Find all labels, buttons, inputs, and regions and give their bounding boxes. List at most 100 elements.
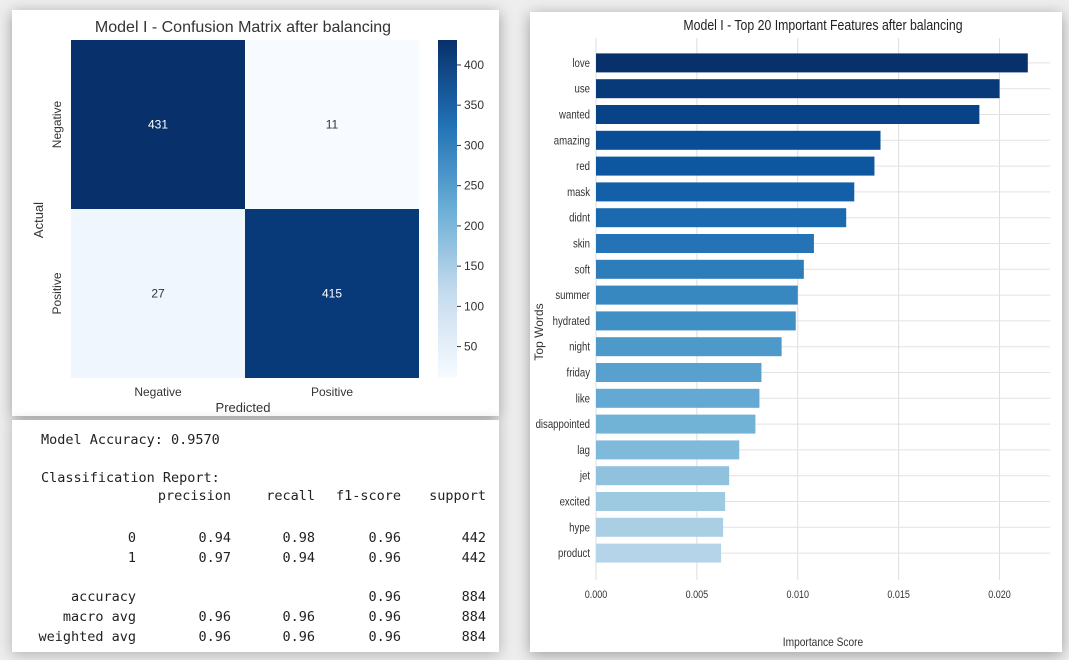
report-column-header: f1-score (336, 488, 401, 504)
report-cell: 0.96 (198, 609, 231, 625)
bar-disappointed (596, 414, 756, 434)
y-tick-label: mask (567, 186, 590, 199)
cm-cell (71, 209, 245, 378)
report-column-header: precision (158, 488, 231, 504)
classification-report: Model Accuracy: 0.9570 Classification Re… (38, 432, 486, 645)
colorbar (438, 40, 457, 378)
y-tick-label: like (576, 392, 590, 405)
colorbar-tick-label: 100 (464, 299, 484, 313)
y-tick-label: product (558, 547, 590, 560)
report-row-label: 0 (128, 530, 136, 546)
report-cell: 0.96 (368, 550, 401, 566)
report-cell: 442 (462, 530, 486, 546)
x-tick-label: 0.015 (887, 589, 910, 601)
cm-cell-value: 27 (151, 287, 165, 301)
x-tick-label: 0.010 (786, 589, 809, 601)
colorbar-tick-label: 250 (464, 179, 484, 193)
y-axis-label: Actual (31, 202, 46, 238)
y-tick-label: Positive (50, 272, 64, 314)
confusion-matrix-panel: Model I - Confusion Matrix after balanci… (12, 10, 499, 416)
x-axis-label: Predicted (216, 400, 271, 415)
y-axis-label: Top Words (532, 303, 546, 360)
y-tick-label: use (575, 83, 590, 96)
report-cell: 0.96 (282, 629, 315, 645)
report-cell: 0.94 (282, 550, 315, 566)
report-cell: 0.94 (198, 530, 231, 546)
report-heading: Classification Report: (41, 470, 220, 486)
confusion-matrix-chart: Model I - Confusion Matrix after balanci… (31, 19, 484, 415)
colorbar-tick-label: 50 (464, 340, 478, 354)
y-tick-label: Negative (50, 101, 64, 149)
report-cell: 442 (462, 550, 486, 566)
colorbar-tick-label: 400 (464, 58, 484, 72)
report-cell: 884 (462, 589, 486, 605)
report-cell: 0.98 (282, 530, 315, 546)
x-tick-label: Positive (311, 385, 353, 399)
model-accuracy-line: Model Accuracy: 0.9570 (41, 432, 220, 448)
report-column-header: recall (266, 488, 315, 504)
report-cell: 0.96 (368, 629, 401, 645)
report-cell: 0.97 (198, 550, 231, 566)
report-cell: 884 (462, 629, 486, 645)
cm-cell-value: 415 (322, 287, 342, 301)
report-cell: 0.96 (368, 530, 401, 546)
y-tick-label: skin (573, 238, 590, 251)
bar-skin (596, 234, 814, 253)
cm-cell (245, 209, 419, 378)
report-row-label: weighted avg (38, 629, 136, 645)
report-cell: 884 (462, 609, 486, 625)
report-row-label: 1 (128, 550, 136, 566)
colorbar-tick-label: 300 (464, 138, 484, 152)
feature-importance-title: Model I - Top 20 Important Features afte… (683, 17, 962, 33)
report-cell: 0.96 (198, 629, 231, 645)
y-tick-label: summer (555, 289, 590, 302)
y-tick-label: disappointed (536, 418, 590, 431)
bar-jet (596, 466, 730, 486)
y-tick-label: night (569, 341, 590, 354)
colorbar-tick-label: 350 (464, 98, 484, 112)
feature-importance-panel: Model I - Top 20 Important Features afte… (530, 12, 1062, 652)
bar-amazing (596, 130, 881, 150)
bar-excited (596, 492, 726, 511)
bar-summer (596, 285, 798, 305)
y-tick-label: lag (577, 444, 590, 457)
y-tick-label: red (576, 160, 590, 173)
bar-hype (596, 517, 724, 537)
cm-cell-value: 431 (148, 118, 168, 132)
bar-use (596, 79, 1000, 99)
x-tick-label: 0.020 (988, 589, 1011, 601)
feature-importance-chart: Model I - Top 20 Important Features afte… (532, 17, 1050, 649)
y-tick-label: soft (575, 263, 590, 276)
y-tick-label: excited (560, 496, 590, 509)
bar-friday (596, 363, 762, 382)
bar-like (596, 388, 760, 408)
x-axis-label: Importance Score (783, 636, 863, 649)
y-tick-label: hype (569, 521, 590, 534)
y-tick-label: friday (567, 367, 591, 380)
y-tick-label: love (572, 57, 590, 70)
x-tick-label: 0.005 (686, 589, 709, 601)
bar-night (596, 337, 782, 357)
confusion-matrix-title: Model I - Confusion Matrix after balanci… (95, 19, 391, 36)
bar-love (596, 53, 1028, 73)
bar-red (596, 156, 875, 176)
colorbar-tick-label: 150 (464, 259, 484, 273)
y-tick-label: wanted (558, 109, 590, 122)
report-row-label: macro avg (63, 609, 136, 625)
report-column-header: support (429, 488, 486, 504)
bar-wanted (596, 105, 980, 124)
bar-mask (596, 182, 855, 202)
bar-didnt (596, 208, 847, 228)
x-tick-label: Negative (134, 385, 182, 399)
bar-hydrated (596, 311, 796, 331)
report-cell: 0.96 (368, 609, 401, 625)
colorbar-tick-label: 200 (464, 219, 484, 233)
y-tick-label: jet (579, 470, 590, 483)
bar-soft (596, 259, 804, 279)
cm-cell (71, 40, 245, 209)
report-cell: 0.96 (368, 589, 401, 605)
y-tick-label: hydrated (553, 315, 590, 328)
classification-report-panel: Model Accuracy: 0.9570 Classification Re… (12, 420, 499, 652)
cm-cell-value: 11 (326, 118, 339, 132)
y-tick-label: didnt (569, 212, 590, 225)
